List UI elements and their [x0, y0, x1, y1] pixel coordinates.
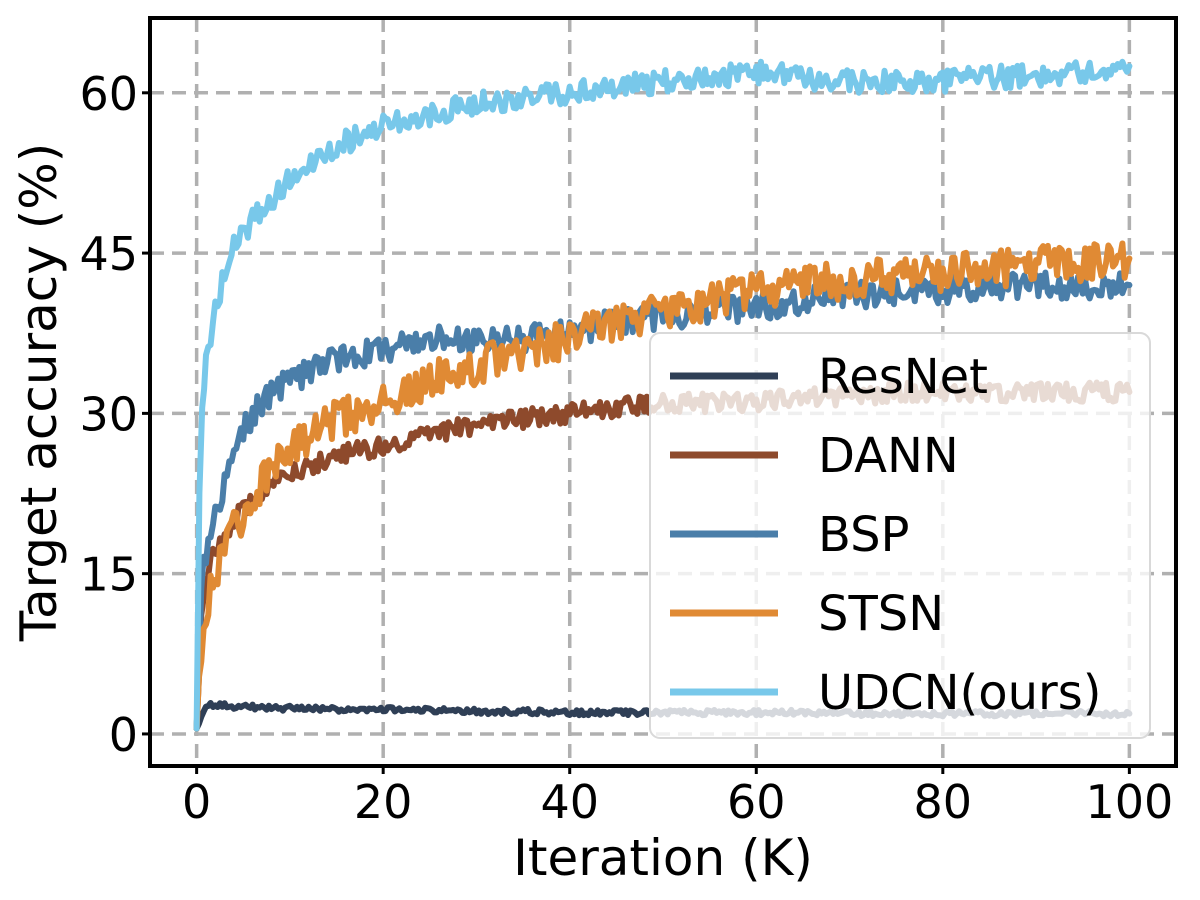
y-tick-label: 45 [79, 227, 138, 281]
series-line-bsp [193, 269, 1133, 732]
legend-label: ResNet [818, 349, 988, 405]
y-tick-label: 60 [79, 67, 138, 121]
legend-label: BSP [818, 507, 910, 563]
x-tick-label: 60 [727, 775, 786, 829]
x-tick-label: 100 [1085, 775, 1173, 829]
series-line-udcn-ours [193, 58, 1133, 732]
legend: ResNet DANN BSP STSN UDCN(ours) [649, 332, 1151, 739]
x-axis-label: Iteration (K) [513, 829, 813, 887]
legend-box [649, 332, 1151, 739]
y-tick-label: 30 [79, 387, 138, 441]
x-tick-label: 0 [182, 775, 211, 829]
x-tick-label: 80 [914, 775, 973, 829]
x-tick-label: 20 [354, 775, 413, 829]
x-tick-label: 40 [540, 775, 599, 829]
axis-ticks: 0 20 40 60 80 100 0 15 30 45 60 [79, 67, 1173, 829]
plot-frame [148, 16, 1178, 768]
y-tick-label: 0 [109, 708, 138, 762]
legend-label: DANN [818, 428, 959, 484]
series-line-stsn [193, 240, 1133, 732]
y-axis-label: Target accuracy (%) [10, 143, 68, 643]
legend-label: STSN [818, 586, 944, 642]
y-tick-label: 15 [79, 548, 138, 602]
legend-label: UDCN(ours) [818, 665, 1102, 721]
